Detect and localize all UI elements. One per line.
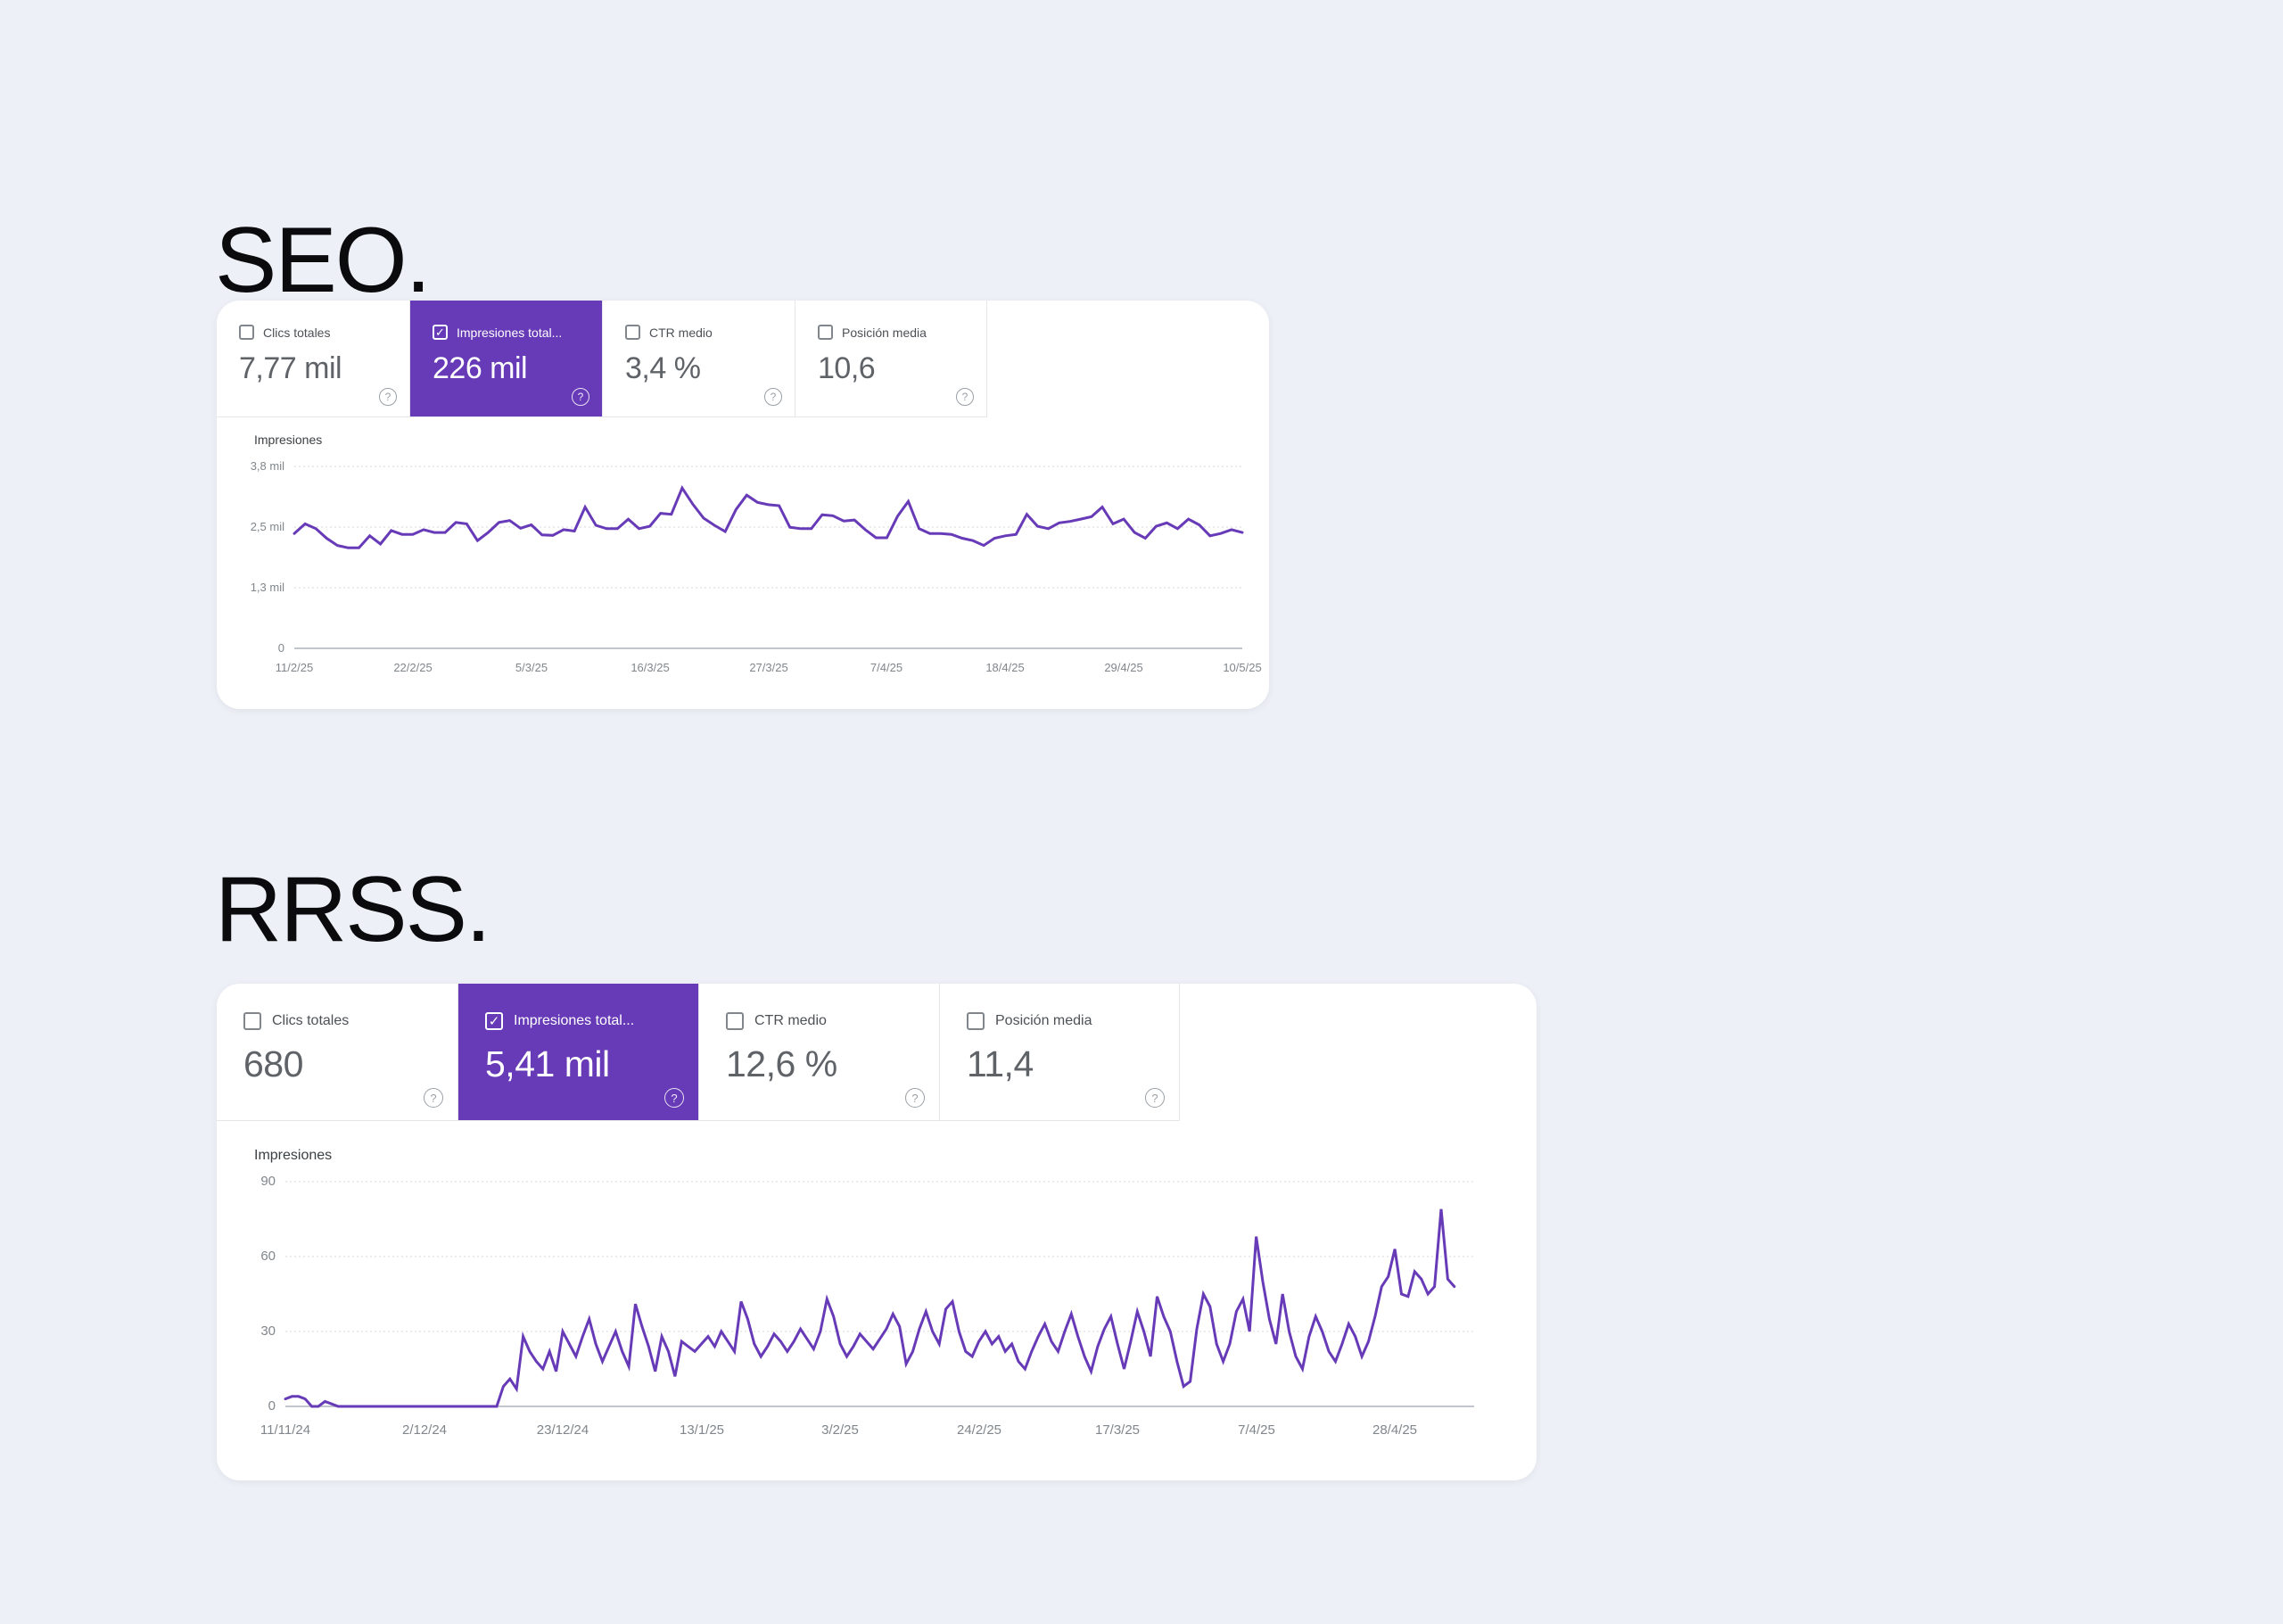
help-icon[interactable] xyxy=(424,1088,443,1108)
x-axis-tick-label: 7/4/25 xyxy=(870,661,903,674)
metric-tile-row: Clics totales 680 Impresiones total... 5… xyxy=(217,984,1180,1121)
help-icon[interactable] xyxy=(764,388,782,406)
x-axis-tick-label: 27/3/25 xyxy=(749,661,788,674)
x-axis-labels: 11/11/24 2/12/24 23/12/24 13/1/25 3/2/25 24/2… xyxy=(260,1422,1474,1442)
checkbox-icon[interactable] xyxy=(967,1012,985,1030)
metric-value: 12,6 % xyxy=(726,1043,837,1084)
y-axis-tick-label: 90 xyxy=(260,1174,276,1189)
metric-label: Posición media xyxy=(842,325,927,340)
x-axis-tick-label: 13/1/25 xyxy=(679,1422,725,1438)
checkbox-icon[interactable] xyxy=(625,325,640,340)
y-axis-tick-label: 1,3 mil xyxy=(250,581,284,594)
seo-section-title: SEO. xyxy=(215,208,432,312)
metric-tile-average-ctr[interactable]: CTR medio 12,6 % xyxy=(698,984,939,1120)
rrss-performance-card: Clics totales 680 Impresiones total... 5… xyxy=(217,984,1537,1480)
y-axis-tick-label: 2,5 mil xyxy=(250,520,284,533)
checkbox-icon[interactable] xyxy=(239,325,254,340)
help-icon[interactable] xyxy=(956,388,974,406)
x-axis-tick-label: 10/5/25 xyxy=(1223,661,1262,674)
x-axis-tick-label: 24/2/25 xyxy=(956,1422,1002,1438)
checked-checkbox-icon[interactable] xyxy=(433,325,448,340)
x-axis-tick-label: 17/3/25 xyxy=(1094,1422,1141,1438)
metric-tile-average-position[interactable]: Posición media 11,4 xyxy=(939,984,1180,1120)
help-icon[interactable] xyxy=(905,1088,925,1108)
help-icon[interactable] xyxy=(664,1088,684,1108)
checkbox-icon[interactable] xyxy=(243,1012,261,1030)
checked-checkbox-icon[interactable] xyxy=(485,1012,503,1030)
metric-value: 11,4 xyxy=(967,1043,1034,1084)
y-axis-tick-label: 0 xyxy=(268,1398,276,1414)
impressions-line-chart xyxy=(284,1181,1474,1408)
x-axis-tick-label: 28/4/25 xyxy=(1372,1422,1418,1438)
x-axis-tick-label: 3/2/25 xyxy=(821,1422,859,1438)
impressions-chart-seo[interactable] xyxy=(293,466,1244,649)
metric-tile-average-position[interactable]: Posición media 10,6 xyxy=(795,301,987,416)
y-axis-tick-label: 3,8 mil xyxy=(250,459,284,473)
metric-tile-total-clicks[interactable]: Clics totales 680 xyxy=(217,984,457,1120)
metric-label: Impresiones total... xyxy=(457,325,563,340)
metric-tile-total-impressions[interactable]: Impresiones total... 226 mil xyxy=(409,301,602,416)
metric-label: Impresiones total... xyxy=(514,1013,635,1028)
x-axis-tick-label: 11/2/25 xyxy=(275,661,314,674)
metric-tile-row: Clics totales 7,77 mil Impresiones total… xyxy=(217,301,987,417)
impressions-chart-rrss[interactable] xyxy=(284,1181,1474,1408)
metric-tile-total-impressions[interactable]: Impresiones total... 5,41 mil xyxy=(457,984,698,1120)
seo-performance-card: Clics totales 7,77 mil Impresiones total… xyxy=(217,301,1269,709)
metric-value: 10,6 xyxy=(818,351,876,385)
metric-label: CTR medio xyxy=(754,1013,827,1028)
metric-label: CTR medio xyxy=(649,325,713,340)
metric-tile-average-ctr[interactable]: CTR medio 3,4 % xyxy=(602,301,795,416)
x-axis-tick-label: 22/2/25 xyxy=(393,661,433,674)
y-axis-title: Impresiones xyxy=(254,433,323,447)
help-icon[interactable] xyxy=(572,388,589,406)
y-axis-tick-label: 0 xyxy=(277,641,284,655)
y-axis-labels: 0 1,3 mil 2,5 mil 3,8 mil xyxy=(217,459,284,655)
y-axis-title: Impresiones xyxy=(254,1148,333,1163)
metric-label: Posición media xyxy=(995,1013,1092,1028)
x-axis-labels: 11/2/25 22/2/25 5/3/25 16/3/25 27/3/25 7/4/25… xyxy=(276,661,1262,679)
metric-value: 5,41 mil xyxy=(485,1043,610,1084)
x-axis-tick-label: 11/11/24 xyxy=(260,1422,311,1438)
metric-label: Clics totales xyxy=(272,1013,350,1028)
help-icon[interactable] xyxy=(1145,1088,1165,1108)
x-axis-tick-label: 7/4/25 xyxy=(1238,1422,1275,1438)
metric-value: 3,4 % xyxy=(625,351,701,385)
x-axis-tick-label: 18/4/25 xyxy=(985,661,1025,674)
y-axis-tick-label: 30 xyxy=(260,1323,276,1339)
metric-value: 226 mil xyxy=(433,351,528,385)
x-axis-tick-label: 2/12/24 xyxy=(401,1422,448,1438)
help-icon[interactable] xyxy=(379,388,397,406)
x-axis-tick-label: 23/12/24 xyxy=(536,1422,589,1438)
checkbox-icon[interactable] xyxy=(818,325,833,340)
y-axis-tick-label: 60 xyxy=(260,1249,276,1264)
metric-value: 680 xyxy=(243,1043,303,1084)
metric-value: 7,77 mil xyxy=(239,351,342,385)
rrss-section-title: RRSS. xyxy=(215,857,491,961)
x-axis-tick-label: 29/4/25 xyxy=(1104,661,1143,674)
x-axis-tick-label: 5/3/25 xyxy=(515,661,548,674)
impressions-line-chart xyxy=(293,466,1244,649)
metric-label: Clics totales xyxy=(263,325,331,340)
metric-tile-total-clicks[interactable]: Clics totales 7,77 mil xyxy=(217,301,409,416)
checkbox-icon[interactable] xyxy=(726,1012,744,1030)
y-axis-labels: 0 30 60 90 xyxy=(217,1174,276,1414)
x-axis-tick-label: 16/3/25 xyxy=(631,661,670,674)
